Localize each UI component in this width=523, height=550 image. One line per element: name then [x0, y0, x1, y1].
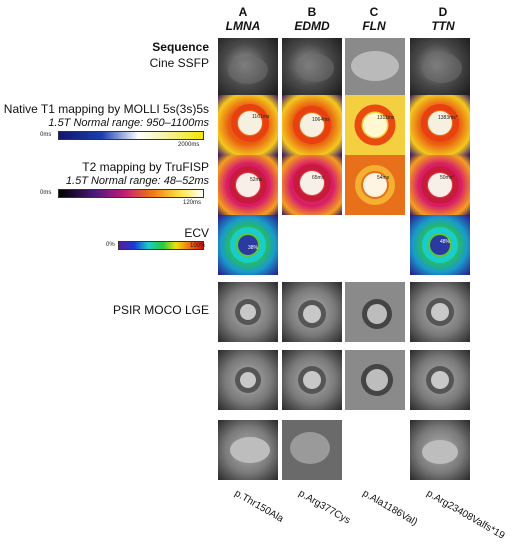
t1-value-c: 1311ms	[377, 115, 395, 121]
t2-color-scale	[58, 189, 204, 198]
variant-label-d: p.Arg23408Valfs*19	[424, 488, 507, 542]
row-label-ecv: ECV	[184, 226, 209, 240]
panel-lge2-d	[410, 350, 470, 410]
panel-lge1-c	[345, 282, 405, 342]
panel-lge1-d	[410, 282, 470, 342]
variant-label-b: p.Arg377Cys	[296, 488, 353, 527]
panel-cine-a	[218, 38, 278, 98]
variant-label-c: p.Ala1186Val)	[360, 488, 420, 529]
t2-value-a: 52ms	[250, 177, 263, 183]
panel-t2-a: 52ms	[218, 155, 278, 215]
panel-t2-b: 65ms	[282, 155, 342, 215]
panel-t2-d: 50ms*	[410, 155, 470, 215]
column-gene-ttn: TTN	[431, 19, 455, 33]
t2-value-c: 54ms	[377, 175, 390, 181]
column-gene-lmna: LMNA	[225, 19, 261, 33]
panel-cine-c	[345, 38, 405, 98]
panel-t1-a: 1161ms	[218, 95, 278, 155]
ecv-value-d: 48%	[440, 239, 451, 245]
t2-value-b: 65ms	[312, 175, 325, 181]
t1-value-b: 1064ms	[312, 117, 330, 123]
panel-lge2-a	[218, 350, 278, 410]
ecv-scale-max: 100%	[190, 243, 206, 249]
panel-cine-b	[282, 38, 342, 98]
t2-value-d: 50ms*	[440, 175, 454, 181]
t1-color-scale	[58, 131, 204, 140]
panel-ecv-d: 48%	[410, 215, 470, 275]
row-range-t2: 1.5T Normal range: 48–52ms	[65, 175, 209, 187]
column-letter-a: A	[238, 5, 248, 19]
ecv-value-a: 38%	[248, 245, 259, 251]
ecv-color-scale	[118, 241, 204, 250]
row-label-cine: Cine SSFP	[149, 56, 209, 70]
panel-lge3-b	[282, 420, 342, 480]
panel-ecv-a: 38%	[218, 215, 278, 275]
variant-label-a: p.Thr150Ala	[232, 488, 286, 525]
t1-value-d: 1383ms*	[438, 115, 458, 121]
panel-t1-c: 1311ms	[345, 95, 405, 155]
row-range-t1: 1.5T Normal range: 950–1100ms	[48, 117, 209, 129]
column-letter-d: D	[438, 5, 448, 19]
panel-lge2-b	[282, 350, 342, 410]
row-label-t2: T2 mapping by TruFISP	[82, 160, 209, 174]
column-gene-edmd: EDMD	[294, 19, 330, 33]
t1-value-a: 1161ms	[252, 114, 270, 120]
panel-lge3-a	[218, 420, 278, 480]
panel-t1-d: 1383ms*	[410, 95, 470, 155]
column-letter-b: B	[307, 5, 317, 19]
panel-lge2-c	[345, 350, 405, 410]
panel-t2-c: 54ms	[345, 155, 405, 215]
column-gene-fln: FLN	[362, 19, 386, 33]
panel-cine-d	[410, 38, 470, 98]
t2-scale-max: 120ms	[183, 200, 202, 206]
ecv-scale-min: 0%	[106, 242, 115, 248]
panel-t1-b: 1064ms	[282, 95, 342, 155]
panel-lge1-b	[282, 282, 342, 342]
row-label-t1: Native T1 mapping by MOLLI 5s(3s)5s	[3, 102, 209, 116]
t2-scale-min: 0ms	[40, 190, 52, 196]
t1-scale-max: 2000ms	[178, 142, 200, 148]
panel-lge1-a	[218, 282, 278, 342]
row-label-lge: PSIR MOCO LGE	[112, 303, 209, 317]
column-letter-c: C	[369, 5, 379, 19]
t1-scale-min: 0ms	[40, 132, 52, 138]
panel-lge3-d	[410, 420, 470, 480]
sequence-header: Sequence	[152, 40, 209, 54]
